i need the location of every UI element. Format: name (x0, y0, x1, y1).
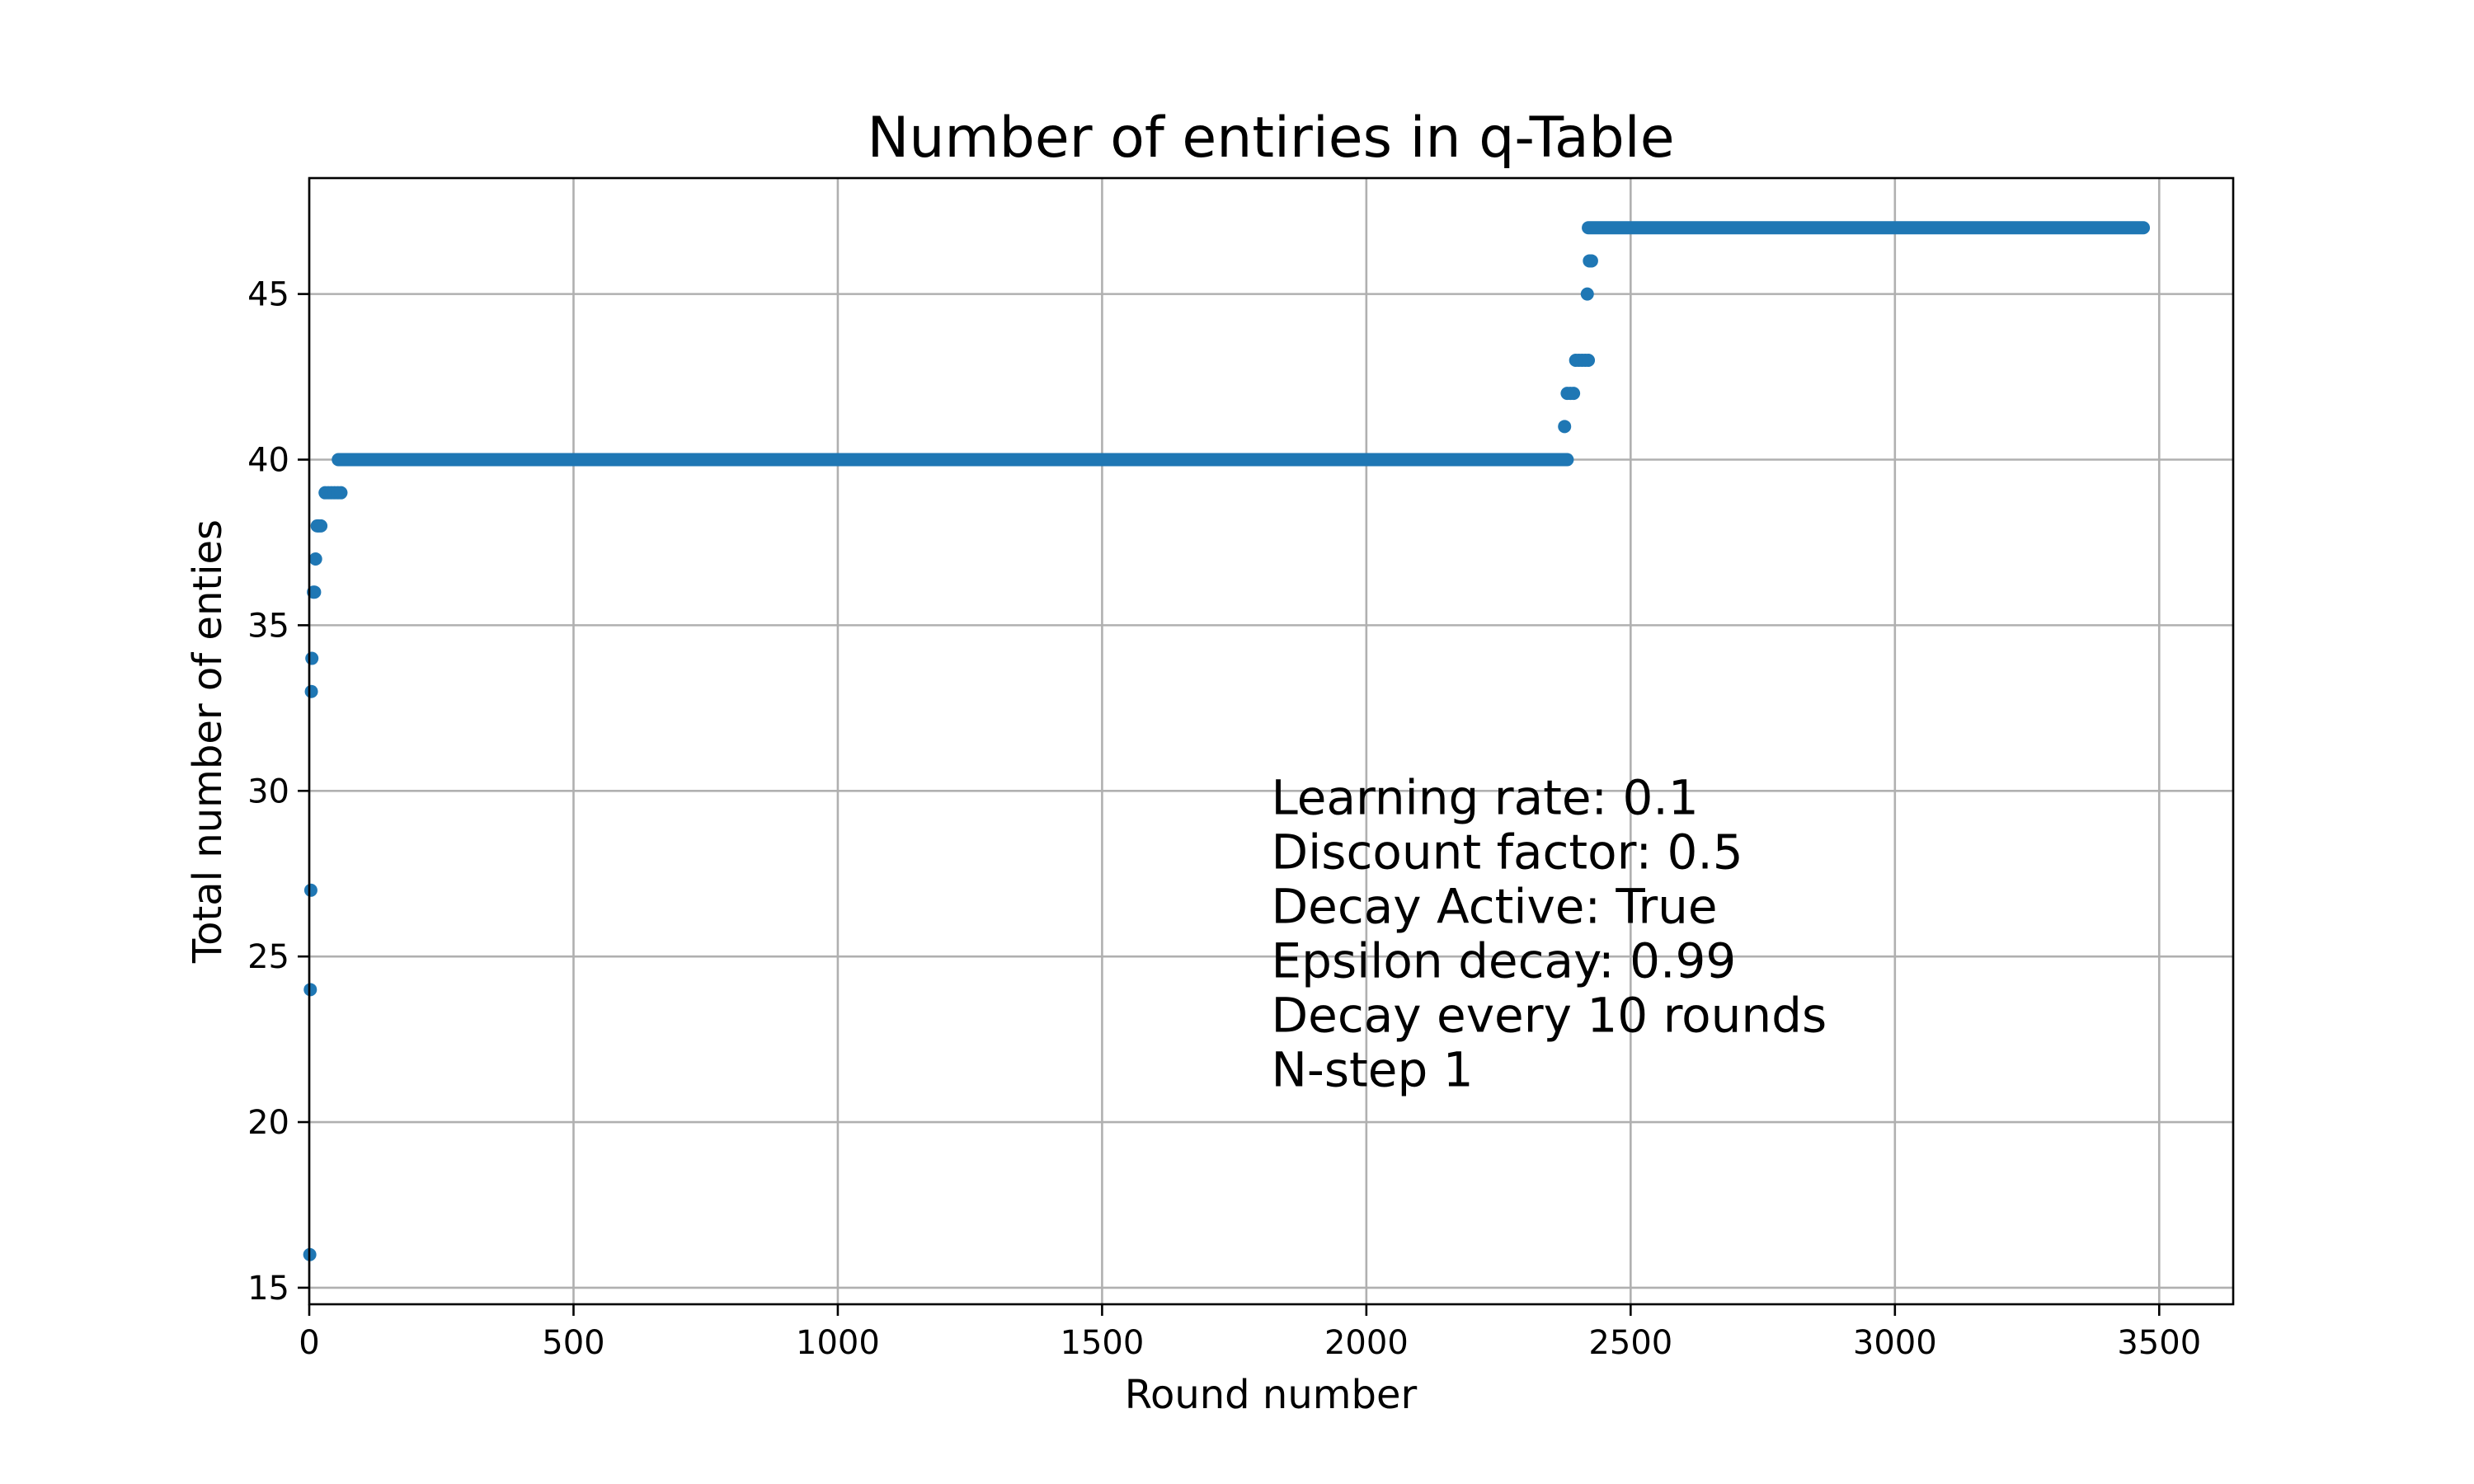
x-tick-label: 1000 (796, 1324, 880, 1362)
grid-lines (308, 178, 2233, 1304)
x-tick-label: 500 (542, 1324, 604, 1362)
data-series (303, 221, 2151, 1261)
data-point (308, 585, 322, 599)
y-tick-label: 40 (247, 442, 289, 480)
data-point (305, 651, 319, 665)
x-tick-label: 2500 (1588, 1324, 1672, 1362)
x-axis-label: Round number (1125, 1372, 1418, 1418)
x-tick-label: 1500 (1061, 1324, 1145, 1362)
axis-ticks: 0 500 1000 1500 2000 2500 3000 3500 15 20 25 30 35 40… (247, 276, 2201, 1362)
x-tick-label: 3500 (2117, 1324, 2201, 1362)
annotation-line: Discount factor: 0.5 (1272, 824, 1743, 880)
data-point (1567, 387, 1581, 401)
y-tick-label: 35 (247, 607, 289, 645)
annotation-line: Epsilon decay: 0.99 (1272, 932, 1737, 989)
data-point (304, 684, 318, 698)
plot-frame (308, 176, 2235, 1306)
data-point (1582, 353, 1596, 367)
x-tick-label: 3000 (1853, 1324, 1937, 1362)
y-axis-label: Total number of enties (185, 519, 231, 964)
annotation-line: Learning rate: 0.1 (1272, 769, 1699, 825)
chart-title: Number of entiries in q-Table (867, 106, 1674, 171)
y-tick-label: 45 (247, 276, 289, 314)
x-tick-label: 0 (299, 1324, 319, 1362)
data-point (1584, 254, 1598, 268)
y-tick-label: 15 (247, 1270, 289, 1308)
data-point (1580, 287, 1594, 301)
y-tick-label: 30 (247, 773, 289, 810)
data-point (308, 552, 322, 566)
annotation-line: N-step 1 (1272, 1041, 1474, 1097)
annotation-line: Decay Active: True (1272, 878, 1718, 934)
y-tick-label: 25 (247, 938, 289, 976)
annotation-line: Decay every 10 rounds (1272, 987, 1827, 1043)
data-point (334, 486, 348, 500)
data-point (1558, 420, 1572, 434)
data-point (303, 883, 317, 897)
x-tick-label: 2000 (1324, 1324, 1409, 1362)
data-point (314, 519, 328, 533)
y-tick-label: 20 (247, 1104, 289, 1142)
